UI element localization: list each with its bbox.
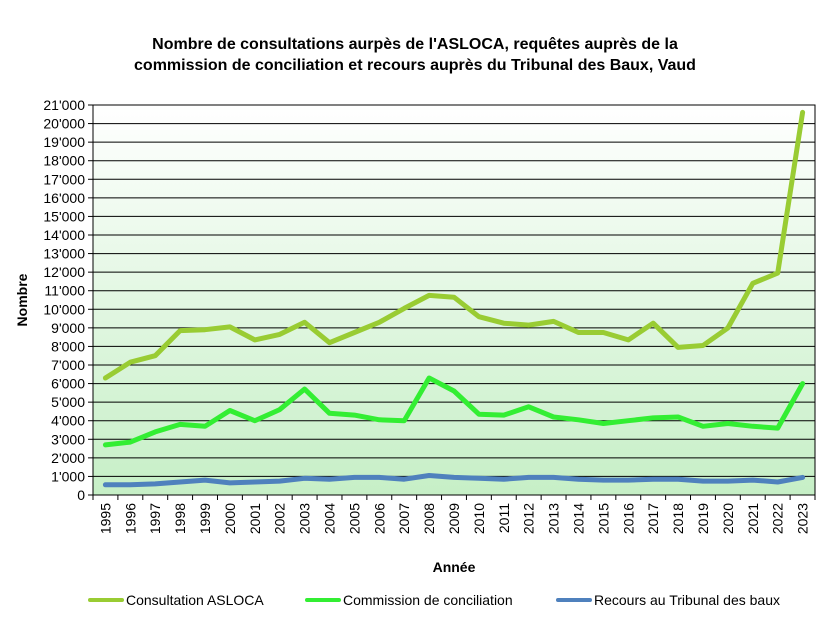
y-tick-label: 21'000 <box>43 97 85 113</box>
y-tick-label: 0 <box>77 487 85 503</box>
x-tick-label: 2014 <box>570 503 586 534</box>
y-tick-label: 17'000 <box>43 171 85 187</box>
legend-label: Recours au Tribunal des baux <box>594 592 780 608</box>
x-tick-label: 2006 <box>371 503 387 534</box>
x-tick-label: 1999 <box>197 503 213 534</box>
y-tick-label: 3'000 <box>51 431 85 447</box>
x-tick-label: 2001 <box>247 503 263 534</box>
series-lines <box>102 109 806 488</box>
y-tick-label: 18'000 <box>43 153 85 169</box>
chart-title-line-1: Nombre de consultations aurpès de l'ASLO… <box>152 36 678 53</box>
y-tick-label: 9'000 <box>51 320 85 336</box>
x-tick-label: 2005 <box>346 503 362 534</box>
series-line-1 <box>102 375 806 448</box>
legend: Consultation ASLOCA Commission de concil… <box>0 590 830 610</box>
x-tick-label: 2017 <box>645 503 661 534</box>
y-axis-title: Nombre <box>14 273 30 326</box>
legend-label: Consultation ASLOCA <box>126 592 264 608</box>
x-tick-label: 1996 <box>122 503 138 534</box>
x-axis-title: Année <box>433 559 476 575</box>
x-tick-label: 2012 <box>521 503 537 534</box>
x-tick-label: 2020 <box>720 503 736 534</box>
legend-item-recours-au-tribunal-des-baux: Recours au Tribunal des baux <box>556 590 780 610</box>
y-tick-label: 7'000 <box>51 357 85 373</box>
y-tick-label: 19'000 <box>43 134 85 150</box>
chart-title: Nombre de consultations aurpès de l'ASLO… <box>0 34 830 76</box>
x-tick-label: 2019 <box>695 503 711 534</box>
legend-swatch <box>305 598 341 602</box>
y-axis-ticks: 0 1'000 2'000 3'000 4'000 5'000 6'000 7'000 8'00… <box>43 97 93 503</box>
x-tick-label: 2009 <box>446 503 462 534</box>
x-tick-label: 2004 <box>322 503 338 534</box>
series-line-0 <box>102 109 806 381</box>
legend-swatch <box>88 598 124 602</box>
y-tick-label: 1'000 <box>51 468 85 484</box>
x-tick-label: 2016 <box>620 503 636 534</box>
chart-title-line-2: commission de conciliation et recours au… <box>134 57 696 74</box>
x-tick-label: 2013 <box>546 503 562 534</box>
x-tick-label: 2002 <box>272 503 288 534</box>
y-tick-label: 5'000 <box>51 394 85 410</box>
x-tick-label: 2003 <box>297 503 313 534</box>
x-tick-label: 2000 <box>222 503 238 534</box>
x-tick-label: 2018 <box>670 503 686 534</box>
x-tick-label: 1998 <box>172 503 188 534</box>
x-tick-label: 2022 <box>770 503 786 534</box>
y-tick-label: 10'000 <box>43 301 85 317</box>
y-tick-label: 6'000 <box>51 376 85 392</box>
x-tick-label: 2010 <box>471 503 487 534</box>
y-tick-label: 13'000 <box>43 246 85 262</box>
x-tick-label: 2011 <box>496 503 512 533</box>
x-tick-label: 2023 <box>795 503 811 534</box>
y-tick-label: 4'000 <box>51 413 85 429</box>
legend-label: Commission de conciliation <box>343 592 513 608</box>
y-tick-label: 8'000 <box>51 338 85 354</box>
legend-item-consultation-asloca: Consultation ASLOCA <box>88 590 264 610</box>
x-axis-ticks: 1995 1996 1997 1998 1999 2000 2001 2002 2003 2004… <box>92 495 816 534</box>
x-tick-label: 2021 <box>745 503 761 534</box>
x-tick-label: 2015 <box>595 503 611 534</box>
y-tick-label: 12'000 <box>43 264 85 280</box>
y-tick-label: 16'000 <box>43 190 85 206</box>
y-tick-label: 15'000 <box>43 208 85 224</box>
y-tick-label: 20'000 <box>43 116 85 132</box>
x-tick-label: 1997 <box>147 503 163 534</box>
legend-item-commission-de-conciliation: Commission de conciliation <box>305 590 513 610</box>
x-tick-label: 2007 <box>396 503 412 534</box>
x-tick-label: 2008 <box>421 503 437 534</box>
y-tick-label: 11'000 <box>44 283 85 299</box>
legend-swatch <box>556 598 592 602</box>
y-tick-label: 14'000 <box>43 227 85 243</box>
series-line-2 <box>102 473 806 488</box>
y-tick-label: 2'000 <box>51 450 85 466</box>
x-tick-label: 1995 <box>97 503 113 534</box>
